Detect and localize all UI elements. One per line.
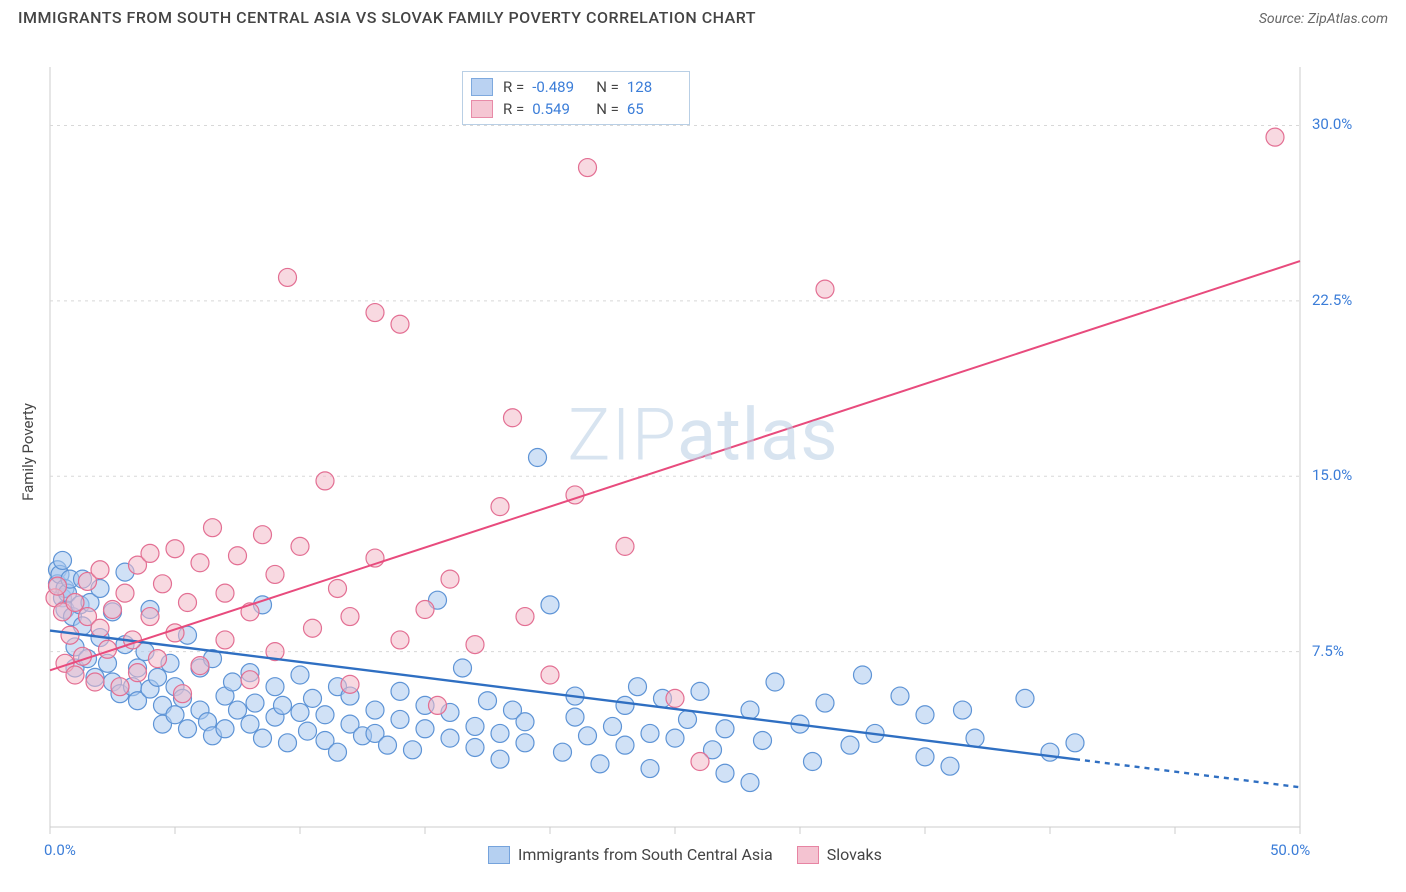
n-label: N = [596, 98, 619, 120]
correlation-legend: R = -0.489 N = 128 R = 0.549 N = 65 [462, 71, 690, 125]
scatter-plot [0, 27, 1406, 877]
y-tick-label: 15.0% [1312, 466, 1352, 484]
series-legend: Immigrants from South Central Asia Slovak… [488, 845, 882, 864]
n-value: 128 [627, 76, 681, 98]
chart-title: IMMIGRANTS FROM SOUTH CENTRAL ASIA VS SL… [18, 8, 756, 27]
y-tick-label: 7.5% [1312, 642, 1344, 660]
r-value: -0.489 [532, 76, 586, 98]
legend-item-immigrants: Immigrants from South Central Asia [488, 845, 773, 864]
n-value: 65 [627, 98, 681, 120]
n-label: N = [596, 76, 619, 98]
x-tick-label: 50.0% [1270, 841, 1310, 859]
chart-area: Family Poverty ZIPatlas R =-0.489N =128R… [0, 27, 1406, 877]
y-tick-label: 30.0% [1312, 115, 1352, 133]
legend-swatch [797, 846, 819, 864]
legend-swatch [471, 78, 493, 96]
legend-swatch [471, 100, 493, 118]
source-prefix: Source: [1259, 11, 1308, 27]
legend-swatch [488, 846, 510, 864]
source: Source: ZipAtlas.com [1259, 8, 1388, 27]
x-tick-label: 0.0% [44, 841, 76, 859]
r-label: R = [503, 98, 524, 120]
r-value: 0.549 [532, 98, 586, 120]
legend-item-slovaks: Slovaks [797, 845, 882, 864]
source-name: ZipAtlas.com [1308, 11, 1388, 27]
legend-row-immigrants: R = -0.489 N = 128 [471, 76, 681, 98]
legend-row-slovaks: R = 0.549 N = 65 [471, 98, 681, 120]
legend-label: Immigrants from South Central Asia [518, 845, 773, 864]
r-label: R = [503, 76, 524, 98]
legend-label: Slovaks [827, 845, 882, 864]
y-tick-label: 22.5% [1312, 291, 1352, 309]
